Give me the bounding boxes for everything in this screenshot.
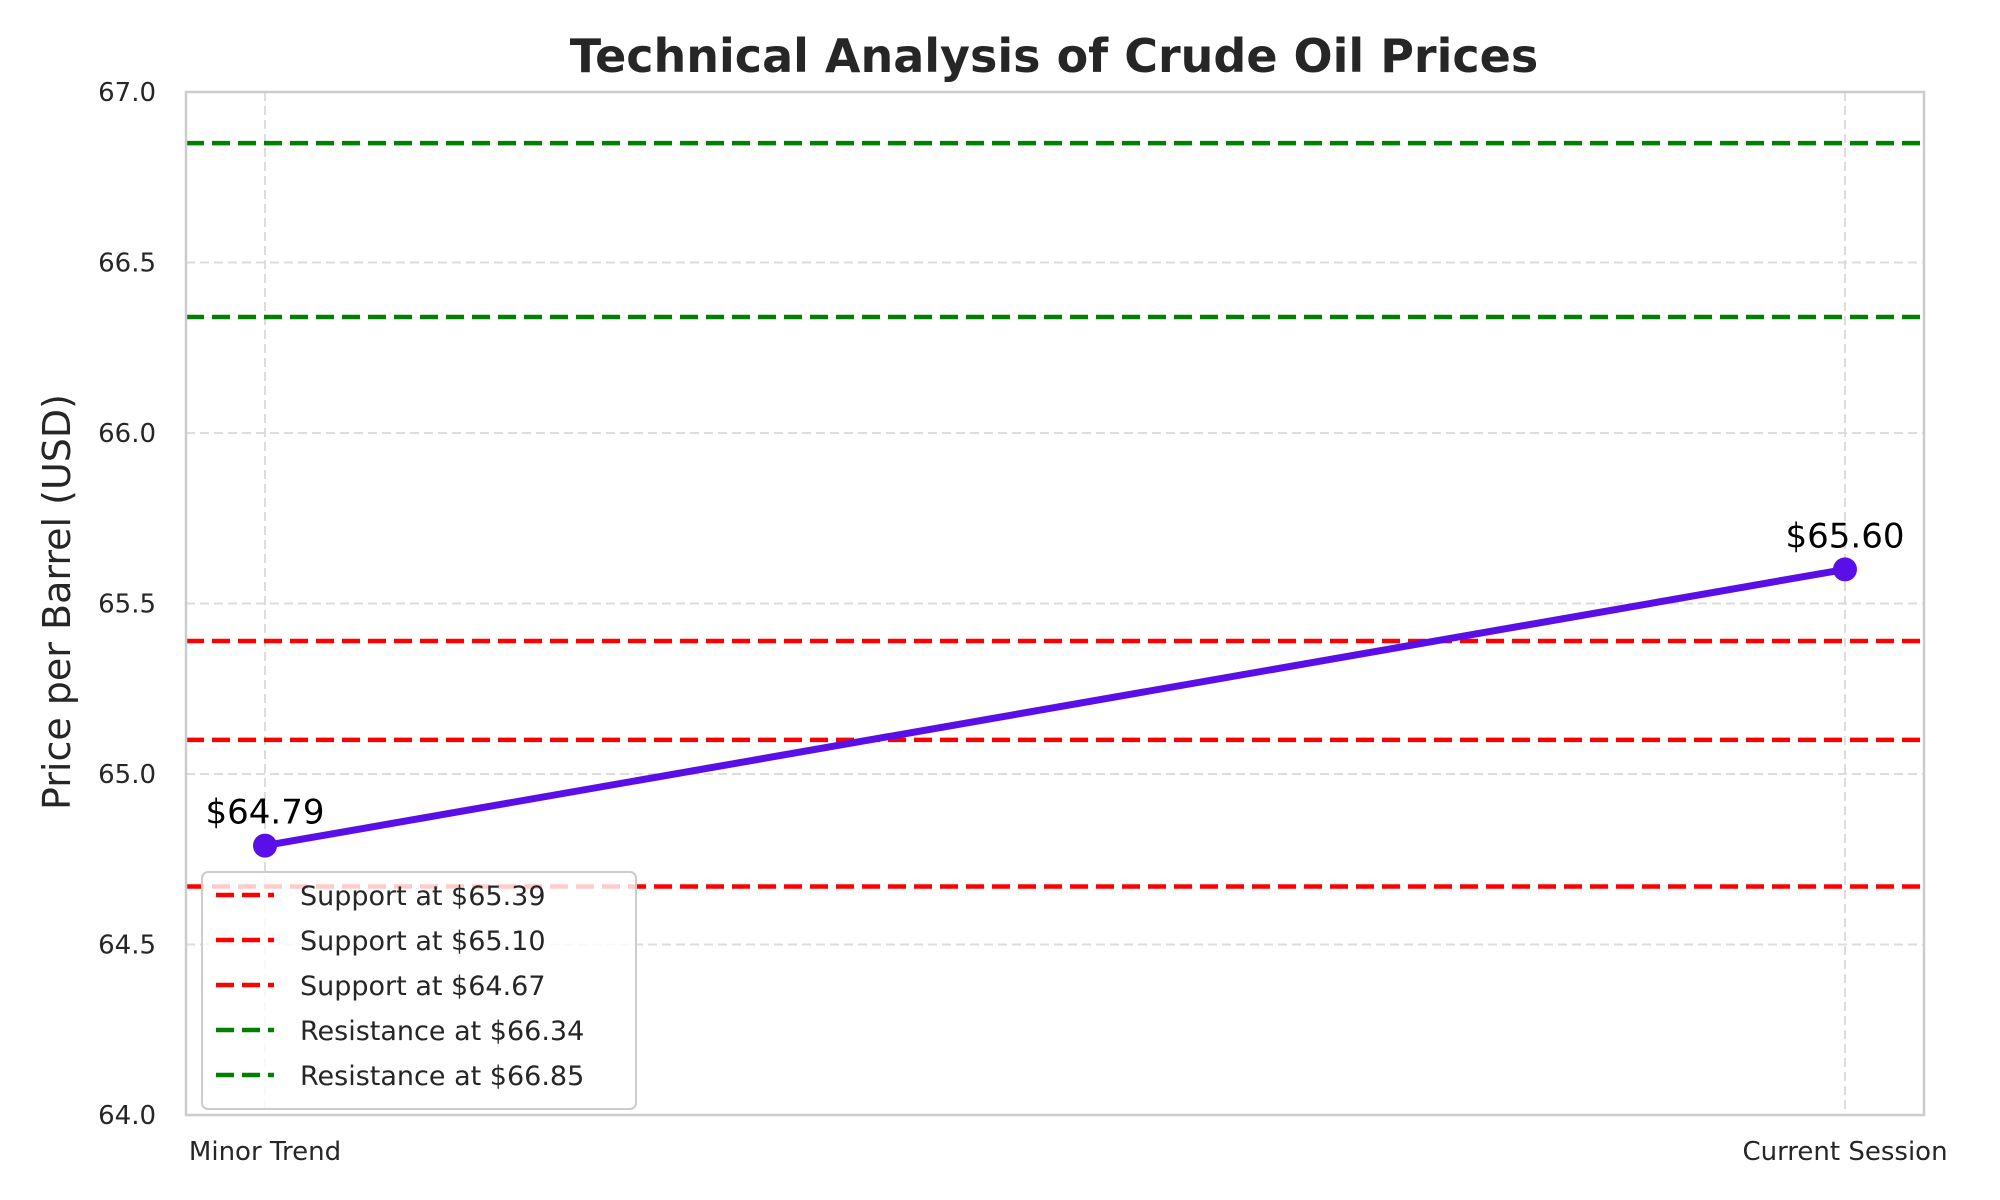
legend-box xyxy=(201,871,637,1110)
y-tick-label: 66.0 xyxy=(98,419,156,449)
legend-entry: Support at $64.67 xyxy=(300,971,546,1002)
y-tick-label: 65.5 xyxy=(98,590,156,620)
y-tick-label: 64.5 xyxy=(98,931,156,961)
y-tick-label: 65.0 xyxy=(98,760,156,790)
x-tick-label: Current Session xyxy=(1742,1137,1947,1167)
legend-entry: Support at $65.10 xyxy=(300,926,546,957)
x-tick-label: Minor Trend xyxy=(189,1137,341,1167)
data-point xyxy=(253,833,277,858)
plot-frame xyxy=(184,90,1926,1117)
legend-entry: Resistance at $66.85 xyxy=(300,1061,584,1092)
data-point xyxy=(1833,557,1857,582)
data-label: $65.60 xyxy=(1786,516,1905,556)
legend: Support at $65.39 Support at $65.10 Suppor… xyxy=(201,871,637,1110)
legend-entry: Resistance at $66.34 xyxy=(300,1016,584,1047)
series: $64.79 $65.60 xyxy=(206,516,1905,858)
y-tick-label: 66.5 xyxy=(98,249,156,279)
axis-ticks: 64.0 64.5 65.0 65.5 66.0 66.5 67.0 Minor Trend C… xyxy=(98,78,1947,1167)
legend-entry: Support at $65.39 xyxy=(300,881,546,912)
data-label: $64.79 xyxy=(206,793,325,833)
y-tick-label: 67.0 xyxy=(98,78,156,108)
chart-title: Technical Analysis of Crude Oil Prices xyxy=(570,29,1538,83)
y-tick-label: 64.0 xyxy=(98,1101,156,1131)
y-axis-label: Price per Barrel (USD) xyxy=(35,394,79,810)
reference-lines xyxy=(186,140,1924,889)
series-line xyxy=(261,565,1849,850)
